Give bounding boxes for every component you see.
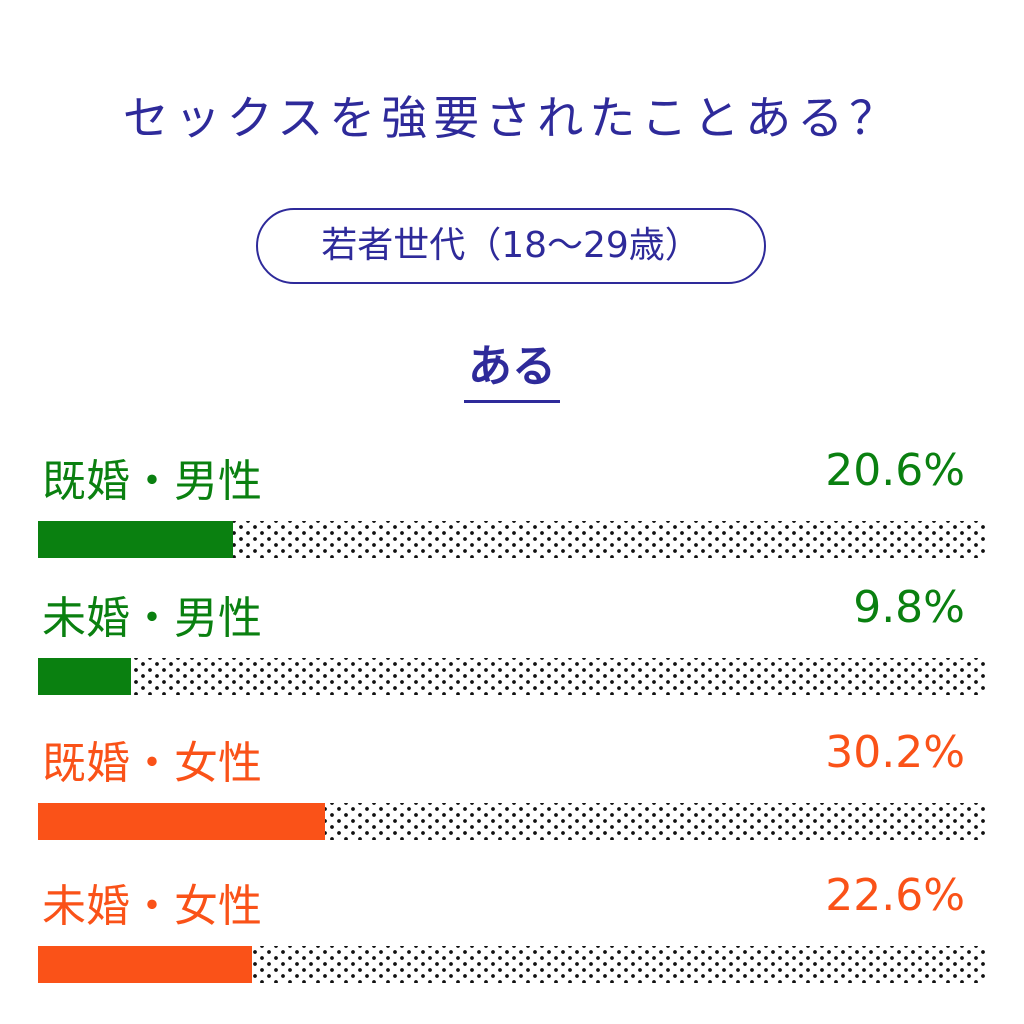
bar-track: [38, 521, 987, 558]
answer-label: ある: [464, 330, 560, 403]
bar-row: 既婚・女性 30.2%: [38, 727, 987, 870]
bar-row: 既婚・男性 20.6%: [38, 445, 987, 588]
value-label: 22.6%: [825, 870, 965, 921]
age-group-badge: 若者世代（18〜29歳）: [256, 208, 766, 284]
category-label: 既婚・男性: [42, 456, 262, 507]
bar-track: [38, 658, 987, 695]
bar: [38, 946, 253, 983]
bar-track: [38, 803, 987, 840]
bar: [38, 803, 325, 840]
value-label: 30.2%: [825, 727, 965, 778]
category-label: 既婚・女性: [42, 738, 262, 789]
value-label: 20.6%: [825, 445, 965, 496]
bar-row: 未婚・女性 22.6%: [38, 870, 987, 1013]
category-label: 未婚・女性: [42, 881, 262, 932]
value-label: 9.8%: [853, 582, 965, 633]
bar: [38, 658, 131, 695]
chart-title: セックスを強要されたことある？: [122, 91, 902, 145]
bar-row: 未婚・男性 9.8%: [38, 582, 987, 725]
category-label: 未婚・男性: [42, 593, 262, 644]
bar-track: [38, 946, 987, 983]
bar: [38, 521, 234, 558]
answer-heading: ある: [0, 330, 1024, 403]
